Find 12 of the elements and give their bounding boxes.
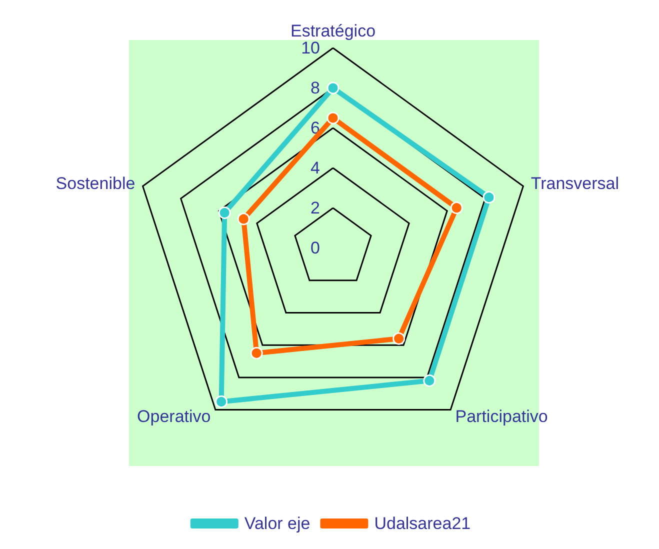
legend-label: Valor eje bbox=[244, 514, 310, 533]
spoke-label: Operativo bbox=[137, 406, 211, 426]
y-tick-label: 4 bbox=[310, 158, 320, 178]
spoke-label: Sostenible bbox=[56, 174, 136, 194]
spoke-label: Estratégico bbox=[290, 22, 376, 41]
spoke-label: Participativo bbox=[455, 406, 548, 426]
spoke-label: Transversal bbox=[530, 174, 619, 194]
y-tick-label: 2 bbox=[310, 198, 320, 218]
legend-label: Udalsarea21 bbox=[374, 514, 471, 533]
y-tick-label: 8 bbox=[310, 78, 320, 98]
y-tick-label: 0 bbox=[310, 238, 320, 258]
y-tick-label: 10 bbox=[301, 38, 320, 58]
